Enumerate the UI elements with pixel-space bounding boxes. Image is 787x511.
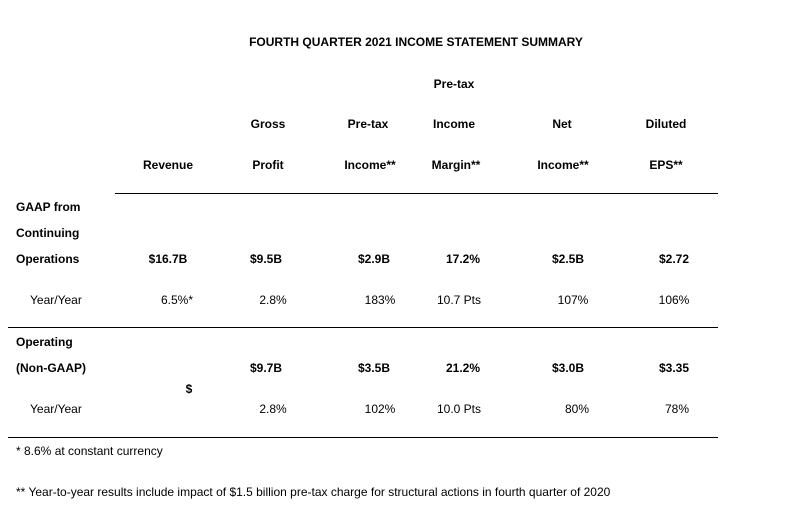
operating-gross-profit: $9.7B (249, 361, 283, 375)
header-gross-profit-line1: Gross (250, 117, 286, 131)
header-revenue: Revenue (142, 158, 194, 172)
operating-yoy-pretax-income: 102% (364, 402, 396, 416)
operating-net-income: $3.0B (551, 361, 585, 375)
header-pretax-margin-line3: Margin** (431, 158, 481, 172)
operating-yoy-net-income: 80% (564, 402, 590, 416)
header-gross-profit-line2: Profit (252, 158, 284, 172)
header-pretax-income-line1: Pre-tax (347, 117, 389, 131)
gaap-yoy-label: Year/Year (30, 293, 82, 307)
operating-yoy-label: Year/Year (30, 402, 82, 416)
gaap-yoy-net-income: 107% (557, 293, 589, 307)
section-divider (8, 327, 718, 328)
gaap-yoy-pretax-income: 183% (364, 293, 396, 307)
header-net-income-line2: Income** (537, 158, 589, 172)
header-pretax-margin-line2: Income (432, 117, 476, 131)
gaap-label-line2: Continuing (16, 226, 80, 240)
operating-yoy-diluted-eps: 78% (664, 402, 690, 416)
gaap-gross-profit: $9.5B (249, 252, 283, 266)
header-pretax-margin-line1: Pre-tax (433, 77, 475, 91)
header-diluted-eps-line2: EPS** (649, 158, 683, 172)
page-title: FOURTH QUARTER 2021 INCOME STATEMENT SUM… (249, 35, 583, 49)
gaap-yoy-gross-profit: 2.8% (259, 293, 287, 307)
header-net-income-line1: Net (552, 117, 572, 131)
operating-revenue-symbol: $ (185, 382, 193, 396)
table-bottom-divider (8, 437, 718, 438)
footnote-constant-currency: * 8.6% at constant currency (16, 444, 163, 458)
footnote-structural-actions: ** Year-to-year results include impact o… (16, 485, 611, 499)
gaap-pretax-margin: 17.2% (445, 252, 481, 266)
gaap-pretax-income: $2.9B (357, 252, 391, 266)
gaap-yoy-diluted-eps: 106% (658, 293, 690, 307)
operating-yoy-gross-profit: 2.8% (259, 402, 287, 416)
operating-label-line1: Operating (16, 335, 73, 349)
gaap-diluted-eps: $2.72 (658, 252, 690, 266)
header-divider (115, 193, 718, 194)
operating-yoy-pretax-margin: 10.0 Pts (436, 402, 482, 416)
gaap-net-income: $2.5B (551, 252, 585, 266)
operating-pretax-margin: 21.2% (445, 361, 481, 375)
header-pretax-income-line2: Income** (344, 158, 396, 172)
operating-label-line2: (Non-GAAP) (16, 361, 86, 375)
gaap-label-line1: GAAP from (16, 200, 81, 214)
gaap-label-line3: Operations (16, 252, 80, 266)
operating-diluted-eps: $3.35 (658, 361, 690, 375)
gaap-revenue: $16.7B (148, 252, 188, 266)
header-diluted-eps-line1: Diluted (645, 117, 687, 131)
gaap-yoy-revenue: 6.5%* (160, 293, 194, 307)
operating-pretax-income: $3.5B (357, 361, 391, 375)
gaap-yoy-pretax-margin: 10.7 Pts (436, 293, 482, 307)
